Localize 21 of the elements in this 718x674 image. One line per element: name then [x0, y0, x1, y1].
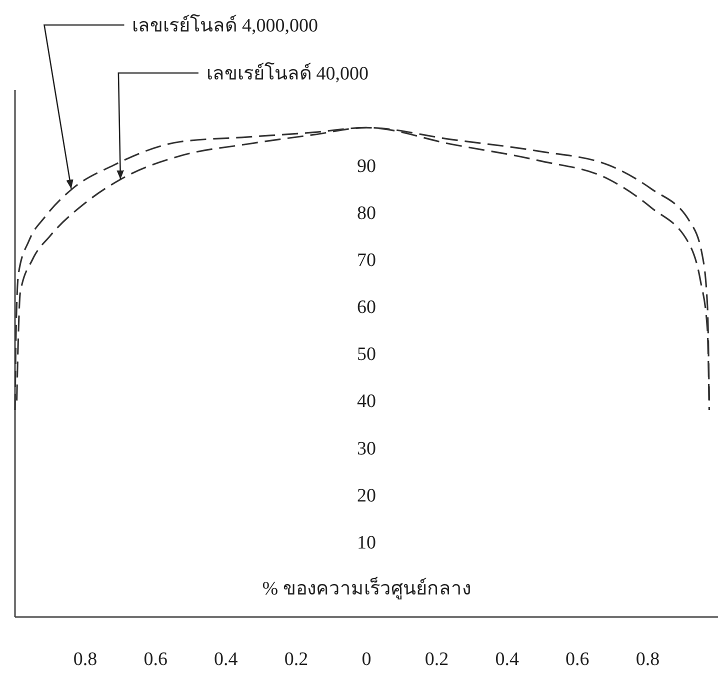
y-tick-label: 10 — [357, 532, 376, 554]
y-tick-label: 60 — [357, 297, 376, 318]
y-axis-title: % ของความเร็วศูนย์กลาง — [262, 575, 471, 600]
x-tick-label: 0.8 — [73, 649, 98, 670]
y-tick-label: 70 — [357, 250, 376, 272]
x-tick-label: 0.2 — [424, 649, 449, 670]
x-tick-label: 0.4 — [214, 649, 238, 670]
annotation: เลขเรย์โนลด์ 4,000,000 — [132, 14, 318, 37]
x-tick-label: 0.4 — [495, 649, 520, 670]
y-tick-label: 30 — [357, 438, 376, 460]
x-tick-label: 0 — [362, 649, 372, 670]
y-tick-label: 50 — [357, 344, 376, 366]
annotation: เลขเรย์โนลด์ 40,000 — [206, 62, 368, 85]
x-tick-label: 0.6 — [144, 649, 168, 670]
y-tick-label: 40 — [357, 391, 376, 412]
y-tick-label: 80 — [357, 202, 376, 224]
y-tick-label: 90 — [357, 156, 376, 177]
x-tick-label: 0.6 — [566, 649, 590, 670]
y-tick-label: 20 — [357, 485, 376, 506]
x-tick-label: 0.2 — [284, 649, 308, 670]
x-tick-label: 0.8 — [636, 649, 660, 670]
